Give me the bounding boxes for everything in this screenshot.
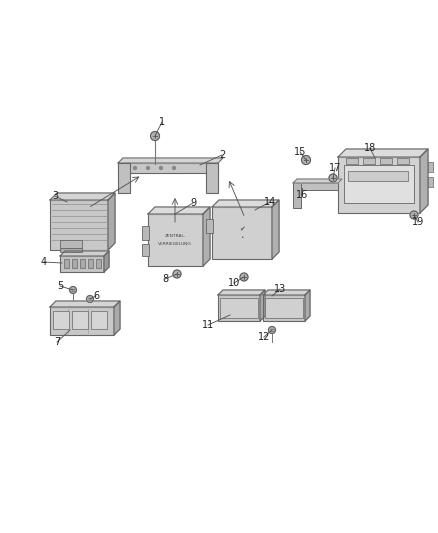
Polygon shape: [50, 193, 115, 200]
Text: 15: 15: [294, 147, 306, 157]
Circle shape: [301, 156, 311, 165]
Text: •: •: [240, 236, 244, 240]
Polygon shape: [60, 251, 109, 256]
Bar: [72, 259, 77, 268]
Circle shape: [134, 166, 137, 169]
Bar: [142, 226, 149, 240]
Bar: [212, 207, 272, 259]
Bar: [142, 244, 149, 256]
Text: 10: 10: [228, 278, 240, 288]
Polygon shape: [118, 158, 223, 163]
Bar: [220, 298, 258, 318]
Polygon shape: [305, 290, 310, 321]
Polygon shape: [338, 149, 428, 157]
Polygon shape: [263, 290, 310, 295]
Bar: [118, 163, 218, 173]
Polygon shape: [260, 290, 265, 321]
Bar: [91, 311, 107, 329]
Text: ✔: ✔: [239, 226, 245, 232]
Circle shape: [159, 166, 162, 169]
Bar: [338, 157, 420, 213]
Circle shape: [329, 174, 337, 182]
Bar: [60, 248, 82, 252]
Bar: [397, 158, 409, 164]
Text: 1: 1: [159, 117, 165, 127]
Text: 19: 19: [412, 217, 424, 227]
Polygon shape: [203, 207, 210, 266]
Circle shape: [173, 166, 176, 169]
Circle shape: [410, 211, 418, 219]
Bar: [218, 295, 260, 321]
Text: 17: 17: [329, 163, 341, 173]
Bar: [80, 259, 85, 268]
Text: 5: 5: [57, 281, 63, 291]
Bar: [380, 158, 392, 164]
Text: 13: 13: [274, 284, 286, 294]
Bar: [363, 158, 375, 164]
Polygon shape: [420, 149, 428, 213]
Bar: [206, 219, 213, 233]
Bar: [88, 259, 93, 268]
Text: 11: 11: [202, 320, 214, 330]
Circle shape: [86, 295, 93, 303]
Polygon shape: [50, 301, 120, 307]
Bar: [53, 311, 69, 329]
Bar: [60, 240, 82, 248]
Bar: [344, 165, 414, 203]
Bar: [118, 163, 130, 193]
Bar: [206, 163, 218, 193]
Polygon shape: [212, 200, 279, 207]
Bar: [50, 200, 108, 250]
Bar: [263, 295, 305, 321]
Text: 4: 4: [41, 257, 47, 267]
Text: 14: 14: [264, 197, 276, 207]
Text: 18: 18: [364, 143, 376, 153]
Bar: [72, 311, 88, 329]
Text: 7: 7: [54, 337, 60, 347]
Circle shape: [268, 327, 276, 334]
Bar: [148, 214, 203, 266]
Text: ZENTRAL-: ZENTRAL-: [164, 234, 186, 238]
Bar: [428, 162, 433, 172]
Text: 8: 8: [162, 274, 168, 284]
Bar: [293, 183, 338, 190]
Polygon shape: [272, 200, 279, 259]
Text: 3: 3: [52, 191, 58, 201]
Text: 16: 16: [296, 190, 308, 200]
Bar: [293, 183, 301, 208]
Bar: [265, 298, 303, 318]
Bar: [64, 259, 69, 268]
Text: 12: 12: [258, 332, 270, 342]
Circle shape: [151, 132, 159, 141]
Polygon shape: [114, 301, 120, 335]
Text: 6: 6: [93, 291, 99, 301]
Text: VERRIEGELUNG: VERRIEGELUNG: [158, 242, 192, 246]
Bar: [348, 171, 408, 181]
Bar: [50, 307, 114, 335]
Circle shape: [240, 273, 248, 281]
Circle shape: [173, 270, 181, 278]
Bar: [346, 158, 358, 164]
Polygon shape: [148, 207, 210, 214]
Polygon shape: [218, 290, 265, 295]
Polygon shape: [104, 251, 109, 272]
Text: 2: 2: [219, 150, 225, 160]
Polygon shape: [293, 179, 342, 183]
Polygon shape: [108, 193, 115, 250]
Circle shape: [70, 287, 77, 294]
Text: 9: 9: [190, 198, 196, 208]
Circle shape: [146, 166, 149, 169]
Bar: [428, 177, 433, 187]
Bar: [96, 259, 101, 268]
Bar: [60, 256, 104, 272]
